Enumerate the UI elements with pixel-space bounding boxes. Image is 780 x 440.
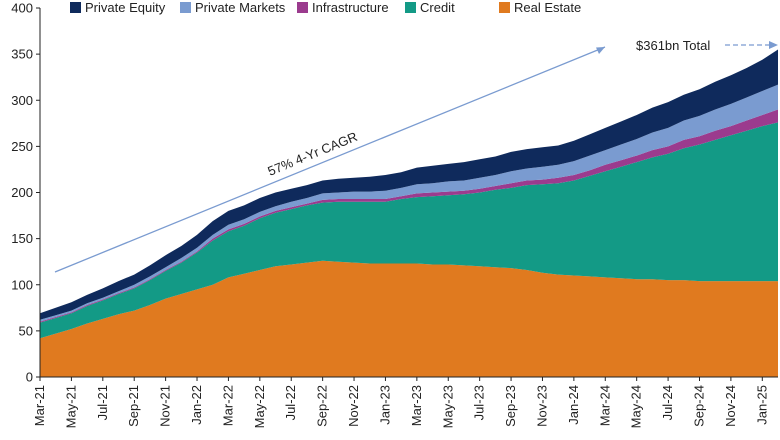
legend-swatch-real-estate xyxy=(499,2,510,13)
x-tick-label: Mar-22 xyxy=(220,385,235,426)
y-tick-label: 150 xyxy=(11,231,33,246)
x-tick-label: May-24 xyxy=(629,385,644,428)
x-tick-label: Nov-21 xyxy=(158,385,173,427)
legend-label-private-equity: Private Equity xyxy=(85,0,166,15)
x-tick-label: Jan-23 xyxy=(377,385,392,425)
y-tick-label: 350 xyxy=(11,47,33,62)
x-tick-label: Jul-24 xyxy=(660,385,675,420)
legend-label-infrastructure: Infrastructure xyxy=(312,0,389,15)
total-arrow-head xyxy=(769,41,778,49)
legend-swatch-infrastructure xyxy=(297,2,308,13)
axes: 0 50 100 150 200 250 300 350 400 Mar-21 May-21 Jul-… xyxy=(11,1,778,428)
legend-swatch-private-markets xyxy=(180,2,191,13)
y-tick-label: 200 xyxy=(11,185,33,200)
x-tick-label: Mar-21 xyxy=(32,385,47,426)
x-tick-label: Sep-22 xyxy=(315,385,330,427)
x-tick-label: Jul-21 xyxy=(95,385,110,420)
y-tick-label: 100 xyxy=(11,277,33,292)
x-tick-label: Nov-23 xyxy=(535,385,550,427)
x-tick-label: May-23 xyxy=(440,385,455,428)
x-tick-label: Jul-22 xyxy=(283,385,298,420)
legend-label-real-estate: Real Estate xyxy=(514,0,581,15)
legend-label-credit: Credit xyxy=(420,0,455,15)
area-credit xyxy=(40,122,778,339)
x-tick-label: Sep-23 xyxy=(503,385,518,427)
x-tick-label: Mar-24 xyxy=(597,385,612,426)
area-series-group xyxy=(40,49,778,377)
y-tick-label: 50 xyxy=(19,323,33,338)
y-tick-label: 250 xyxy=(11,139,33,154)
x-tick-label: Sep-21 xyxy=(126,385,141,427)
x-tick-label: Jul-23 xyxy=(472,385,487,420)
x-tick-label: May-21 xyxy=(63,385,78,428)
legend-swatch-credit xyxy=(405,2,416,13)
x-tick-label: Sep-24 xyxy=(692,385,707,427)
legend-label-private-markets: Private Markets xyxy=(195,0,286,15)
y-tick-label: 400 xyxy=(11,1,33,16)
cagr-arrow xyxy=(54,46,606,273)
x-tick-label: Jan-24 xyxy=(566,385,581,425)
x-tick-label: Nov-22 xyxy=(346,385,361,427)
x-tick-label: Mar-23 xyxy=(409,385,424,426)
x-tick-label: Jan-25 xyxy=(754,385,769,425)
area-private-equity xyxy=(40,49,778,320)
x-tick-label: May-22 xyxy=(252,385,267,428)
legend-swatch-private-equity xyxy=(70,2,81,13)
legend: Private Equity Private Markets Infrastruct… xyxy=(70,0,581,15)
total-label: $361bn Total xyxy=(636,38,710,53)
x-tick-label: Jan-22 xyxy=(189,385,204,425)
cagr-arrow-head xyxy=(596,47,605,54)
y-tick-label: 0 xyxy=(26,370,33,385)
area-real-estate xyxy=(40,260,778,377)
y-tick-label: 300 xyxy=(11,93,33,108)
x-tick-label: Nov-24 xyxy=(723,385,738,427)
